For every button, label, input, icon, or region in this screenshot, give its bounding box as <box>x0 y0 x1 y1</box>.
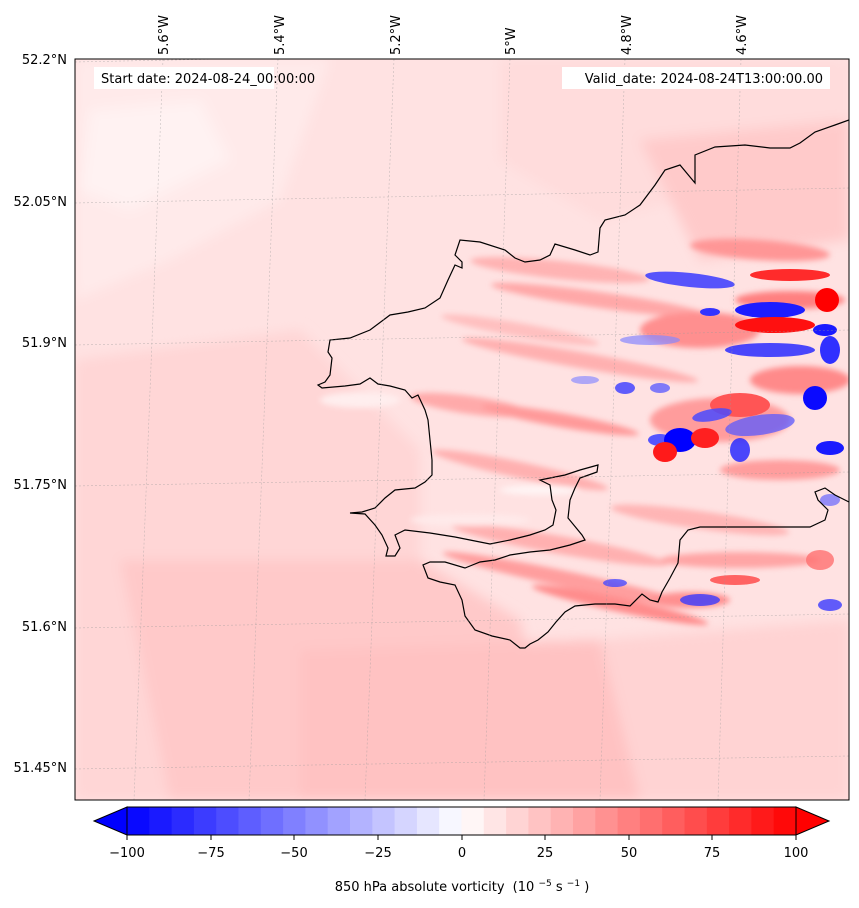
colorbar-tick-0: 0 <box>458 846 466 861</box>
colorbar-bin <box>550 807 574 835</box>
colorbar-bin <box>394 807 418 835</box>
colorbar-bin <box>639 807 663 835</box>
colorbar-bin <box>528 807 552 835</box>
colorbar-bin <box>372 807 396 835</box>
colorbar-extend-high <box>795 806 831 836</box>
map-area: Start date: 2024-08-24_00:00:00 Valid_da… <box>75 59 849 800</box>
colorbar-label-exp2: −1 <box>567 879 580 889</box>
colorbar-bin <box>216 807 240 835</box>
colorbar-bin <box>573 807 596 835</box>
colorbar-bin <box>305 807 329 835</box>
start-date-box <box>94 67 274 89</box>
colorbar-label-open: (10 <box>513 880 535 895</box>
lon-label-5-2w: 5.2°W <box>389 15 404 55</box>
lon-label-5-4w: 5.4°W <box>273 15 288 55</box>
field-cells-layer <box>571 269 844 611</box>
lon-label-4-8w: 4.8°W <box>620 15 635 55</box>
colorbar-tick-100: 100 <box>784 846 809 861</box>
lon-label-5w: 5°W <box>504 27 519 55</box>
colorbar-bin <box>729 807 752 835</box>
colorbar-ticks <box>126 835 797 840</box>
colorbar-bin <box>595 807 619 835</box>
lat-label-52-05n: 52.05°N <box>14 195 67 210</box>
lon-label-4-6w: 4.6°W <box>735 15 750 55</box>
colorbar-bin <box>506 807 529 835</box>
colorbar-tick-neg75: −75 <box>197 846 224 861</box>
colorbar-tick-neg100: −100 <box>109 846 145 861</box>
colorbar-bin <box>283 807 306 835</box>
colorbar-bin <box>350 807 373 835</box>
colorbar-tick-25: 25 <box>537 846 554 861</box>
lat-label-51-9n: 51.9°N <box>22 336 67 351</box>
colorbar-bin <box>439 807 463 835</box>
lat-label-51-45n: 51.45°N <box>14 761 67 776</box>
valid-date-label: Valid_date: 2024-08-24T13:00:00.00 <box>585 72 823 87</box>
colorbar-bin <box>127 807 150 835</box>
latitude-labels: 52.2°N 52.05°N 51.9°N 51.75°N 51.6°N 51.… <box>14 53 67 776</box>
colorbar-bin <box>617 807 641 835</box>
colorbar-bin <box>193 807 217 835</box>
colorbar-tick-neg50: −50 <box>280 846 307 861</box>
longitude-labels: 5.6°W 5.4°W 5.2°W 5°W 4.8°W 4.6°W <box>157 15 750 55</box>
colorbar-bin <box>149 807 173 835</box>
colorbar-bin <box>260 807 284 835</box>
colorbar-tick-75: 75 <box>704 846 721 861</box>
map-frame <box>74 58 850 801</box>
colorbar-bin <box>238 807 262 835</box>
colorbar-label-title: 850 hPa absolute vorticity <box>335 880 505 895</box>
colorbar-label-s: s <box>556 880 563 895</box>
lat-label-51-75n: 51.75°N <box>14 478 67 493</box>
lat-label-51-6n: 51.6°N <box>22 620 67 635</box>
colorbar-bins <box>127 807 797 835</box>
gridlines <box>75 59 849 800</box>
colorbar-bin <box>751 807 775 835</box>
coastline <box>316 119 849 649</box>
colorbar-bin <box>662 807 686 835</box>
colorbar-bin <box>461 807 485 835</box>
colorbar: −100 −75 −50 −25 0 25 50 75 100 850 hPa … <box>92 806 831 895</box>
lat-label-52-2n: 52.2°N <box>22 53 67 68</box>
colorbar-bin <box>327 807 351 835</box>
colorbar-bin <box>773 807 797 835</box>
colorbar-tick-neg25: −25 <box>364 846 391 861</box>
colorbar-bin <box>171 807 195 835</box>
colorbar-bin <box>483 807 507 835</box>
valid-date-box <box>562 67 830 89</box>
colorbar-bin <box>684 807 708 835</box>
colorbar-label: 850 hPa absolute vorticity (10 −5 s −1 ) <box>335 875 590 895</box>
colorbar-bin <box>416 807 440 835</box>
lon-label-5-6w: 5.6°W <box>157 15 172 55</box>
colorbar-tick-50: 50 <box>621 846 638 861</box>
start-date-label: Start date: 2024-08-24_00:00:00 <box>101 72 315 87</box>
colorbar-extend-low <box>92 806 128 836</box>
colorbar-label-exp1: −5 <box>538 879 551 889</box>
colorbar-bin <box>706 807 730 835</box>
colorbar-label-close: ) <box>584 880 589 895</box>
